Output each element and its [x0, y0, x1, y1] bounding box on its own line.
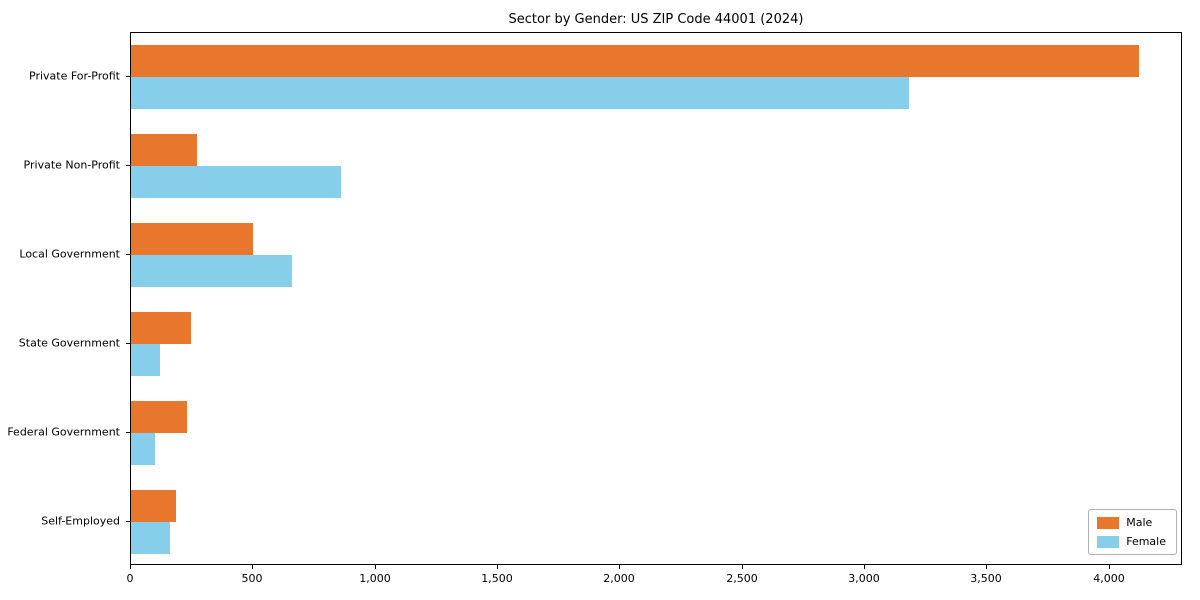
xtick-mark — [497, 565, 498, 569]
xtick-mark — [986, 565, 987, 569]
bar-female-state-government — [131, 343, 160, 376]
ytick-mark — [126, 343, 130, 344]
ytick-label-private-for-profit: Private For-Profit — [29, 69, 120, 83]
xtick-label-4,000: 4,000 — [1093, 572, 1125, 585]
plot-area — [130, 32, 1182, 565]
bar-male-self-employed — [131, 489, 176, 522]
bar-male-state-government — [131, 311, 191, 344]
ytick-label-local-government: Local Government — [19, 247, 120, 261]
legend: Male Female — [1088, 509, 1177, 555]
legend-swatch-female — [1097, 535, 1120, 548]
ytick-mark — [126, 432, 130, 433]
ytick-mark — [126, 254, 130, 255]
bar-male-private-for-profit — [131, 45, 1139, 78]
bar-male-private-non-profit — [131, 134, 197, 167]
xtick-label-3,000: 3,000 — [848, 572, 880, 585]
bar-female-federal-government — [131, 432, 155, 465]
legend-entry-male: Male — [1097, 516, 1166, 529]
ytick-label-self-employed: Self-Employed — [41, 514, 120, 528]
xtick-mark — [864, 565, 865, 569]
ytick-mark — [126, 521, 130, 522]
xtick-label-2,500: 2,500 — [726, 572, 758, 585]
ytick-mark — [126, 165, 130, 166]
ytick-label-federal-government: Federal Government — [7, 425, 120, 439]
xtick-mark — [252, 565, 253, 569]
ytick-label-private-non-profit: Private Non-Profit — [23, 158, 120, 172]
ytick-mark — [126, 76, 130, 77]
xtick-label-500: 500 — [241, 572, 263, 585]
xtick-label-1,000: 1,000 — [359, 572, 391, 585]
xtick-mark — [742, 565, 743, 569]
ytick-label-state-government: State Government — [18, 336, 120, 350]
bar-male-local-government — [131, 223, 253, 256]
xtick-label-3,500: 3,500 — [970, 572, 1002, 585]
xtick-label-1,500: 1,500 — [481, 572, 513, 585]
xtick-mark — [619, 565, 620, 569]
bar-female-private-non-profit — [131, 166, 341, 199]
legend-label-male: Male — [1126, 516, 1153, 529]
bar-female-local-government — [131, 255, 292, 288]
xtick-label-2,000: 2,000 — [603, 572, 635, 585]
legend-label-female: Female — [1126, 535, 1166, 548]
xtick-mark — [1109, 565, 1110, 569]
bar-female-private-for-profit — [131, 77, 909, 110]
xtick-mark — [130, 565, 131, 569]
legend-entry-female: Female — [1097, 535, 1166, 548]
bar-male-federal-government — [131, 400, 187, 433]
legend-swatch-male — [1097, 516, 1120, 529]
bar-female-self-employed — [131, 521, 170, 554]
xtick-label-0: 0 — [126, 572, 134, 585]
xtick-mark — [375, 565, 376, 569]
chart-title: Sector by Gender: US ZIP Code 44001 (202… — [508, 12, 804, 27]
